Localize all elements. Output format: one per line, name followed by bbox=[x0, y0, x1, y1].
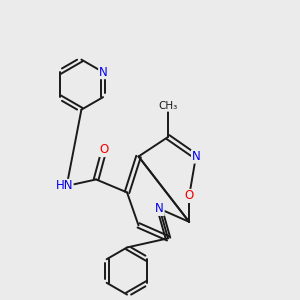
Text: N: N bbox=[99, 66, 107, 79]
Text: HN: HN bbox=[56, 179, 73, 192]
Text: O: O bbox=[184, 189, 194, 203]
Text: N: N bbox=[192, 150, 200, 163]
Text: O: O bbox=[99, 143, 109, 157]
Text: CH₃: CH₃ bbox=[158, 101, 178, 111]
Text: N: N bbox=[155, 202, 164, 215]
